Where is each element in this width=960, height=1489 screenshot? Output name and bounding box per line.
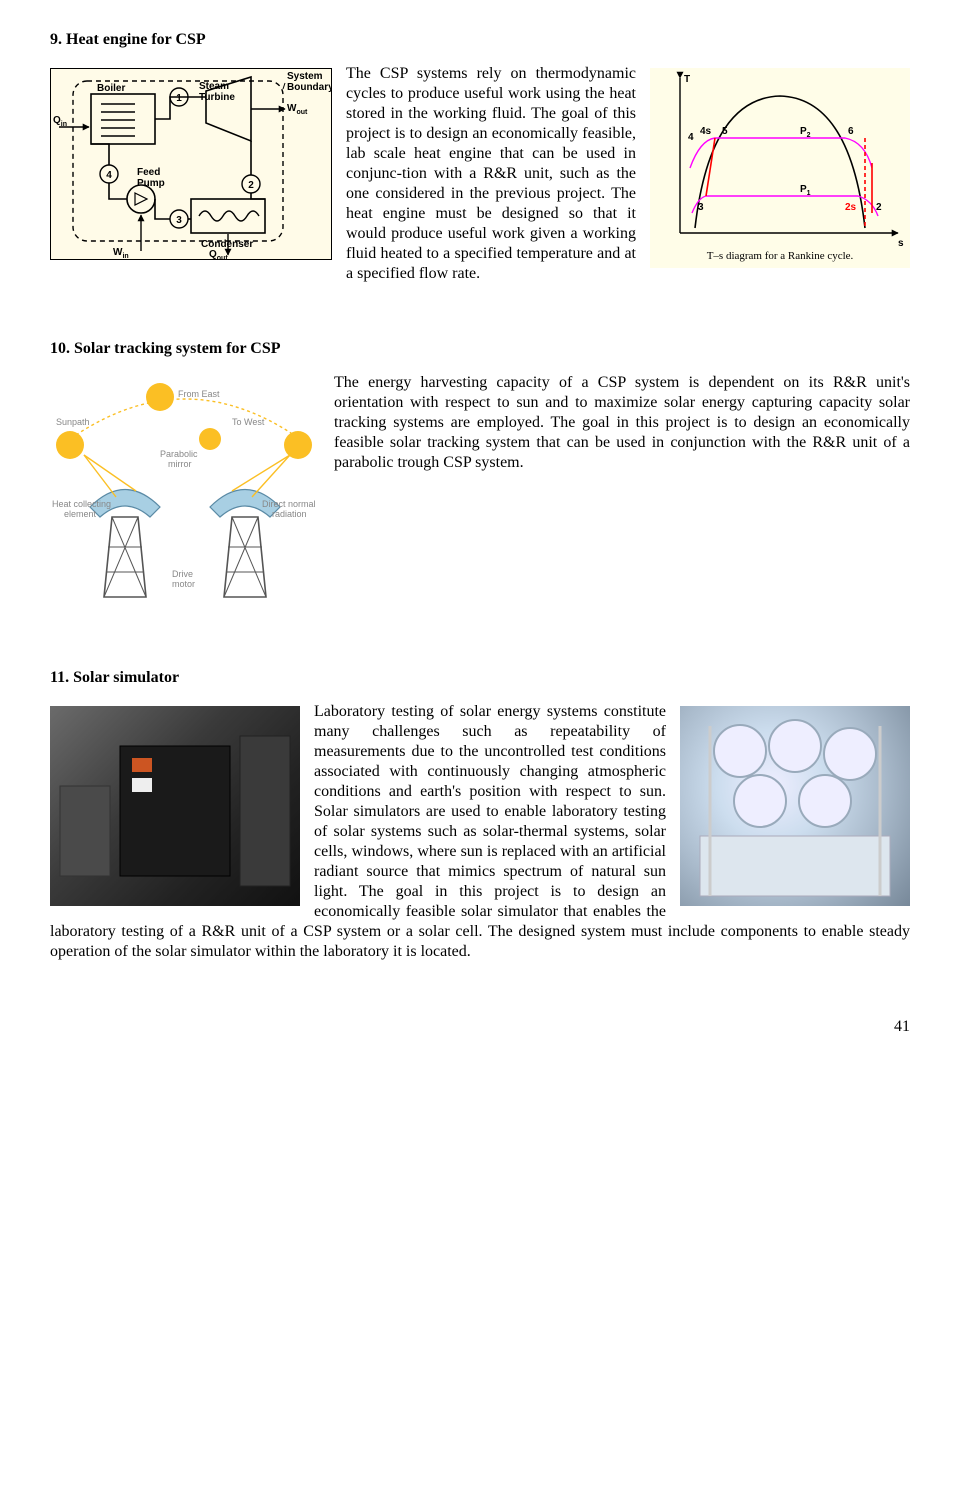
svg-text:Qout: Qout [209, 249, 228, 259]
section-10-heading: 10. Solar tracking system for CSP [50, 339, 910, 359]
svg-text:T: T [684, 74, 690, 85]
lab-photo-left [50, 706, 300, 906]
svg-text:6: 6 [848, 126, 854, 137]
svg-text:P2: P2 [800, 126, 811, 139]
svg-text:element: element [64, 509, 97, 519]
svg-text:Win: Win [113, 247, 129, 259]
heat-element-label: Heat collecting [52, 499, 111, 509]
steam-turbine-label: Steam [199, 81, 229, 92]
section-10: 10. Solar tracking system for CSP [50, 339, 910, 613]
svg-text:3: 3 [698, 202, 704, 213]
ts-diagram: T s 4 4s 5 6 P2 3 P1 2s 2 [650, 68, 910, 268]
boiler-label: Boiler [97, 83, 125, 94]
parabolic-mirror-label: Parabolic [160, 449, 198, 459]
node-2-label: 2 [248, 180, 254, 191]
svg-text:Qin: Qin [53, 115, 67, 128]
direct-normal-label: Direct normal [262, 499, 316, 509]
to-west-label: To West [232, 417, 265, 427]
page-number: 41 [50, 1017, 910, 1037]
svg-text:mirror: mirror [168, 459, 192, 469]
rankine-cycle-diagram: 1 2 3 4 Boiler Condenser [50, 68, 332, 260]
svg-text:radiation: radiation [272, 509, 307, 519]
svg-text:Pump: Pump [137, 178, 165, 189]
svg-text:motor: motor [172, 579, 195, 589]
svg-text:Boundary: Boundary [287, 82, 331, 93]
svg-text:4s: 4s [700, 126, 712, 137]
lab-photo-right [680, 706, 910, 906]
sunpath-label: Sunpath [56, 417, 90, 427]
section-9: 9. Heat engine for CSP 1 2 3 4 Boiler Co… [50, 30, 910, 284]
section-11-heading: 11. Solar simulator [50, 668, 910, 688]
svg-text:Turbine: Turbine [199, 92, 235, 103]
ts-diagram-caption: T–s diagram for a Rankine cycle. [650, 250, 910, 264]
svg-text:4: 4 [688, 132, 694, 143]
svg-text:5: 5 [722, 126, 728, 137]
svg-text:Wout: Wout [287, 103, 308, 116]
node-4-label: 4 [106, 170, 112, 181]
system-boundary-label: System [287, 71, 323, 82]
from-east-label: From East [178, 389, 220, 399]
solar-tracker-diagram: From East Sunpath To West Parabolic mirr… [50, 377, 320, 607]
svg-text:s: s [898, 238, 904, 249]
drive-motor-label: Drive [172, 569, 193, 579]
section-9-heading: 9. Heat engine for CSP [50, 30, 910, 50]
node-1-label: 1 [176, 93, 182, 104]
feed-pump-label: Feed [137, 167, 160, 178]
svg-text:P1: P1 [800, 184, 811, 197]
svg-text:2: 2 [876, 202, 882, 213]
section-11: 11. Solar simulator Laboratory testing o… [50, 668, 910, 962]
svg-text:2s: 2s [845, 202, 857, 213]
node-3-label: 3 [176, 215, 182, 226]
